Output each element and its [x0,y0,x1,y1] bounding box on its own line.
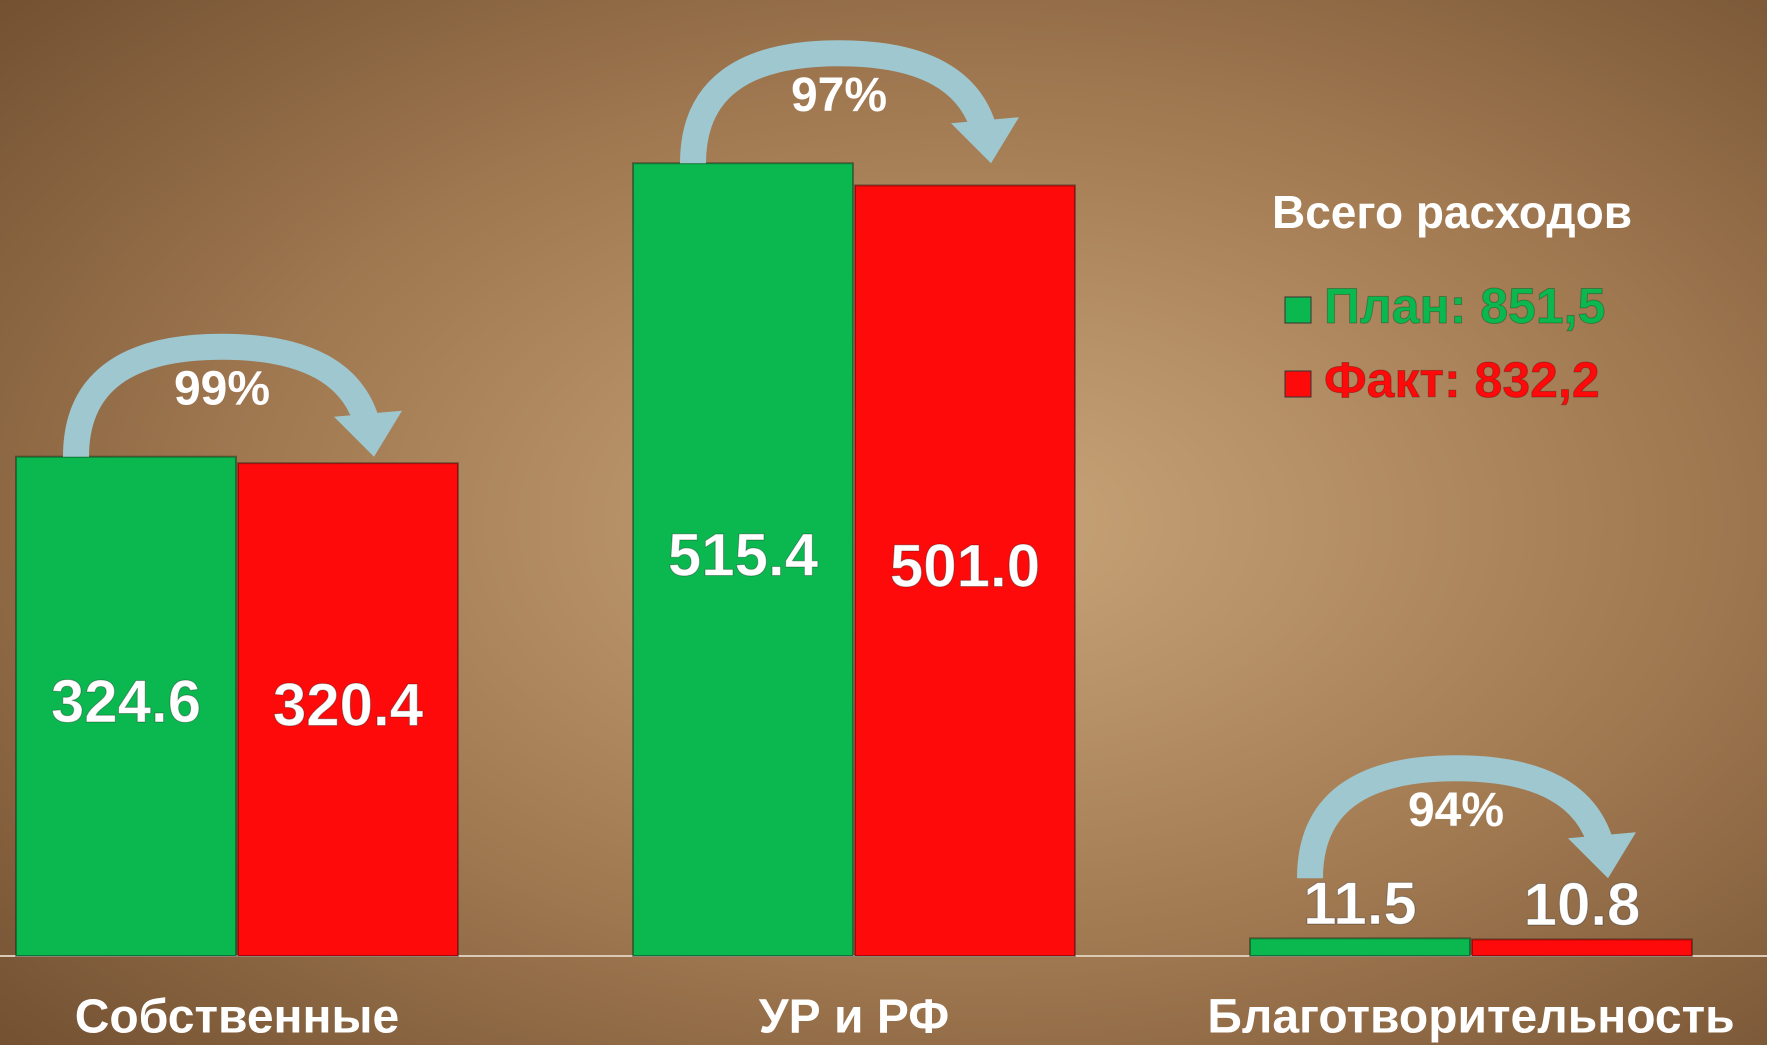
arrow-head [951,117,1019,164]
arrow [63,333,381,458]
bar [1471,938,1693,957]
x-tick-label: Благотворительность [1207,991,1734,1044]
value-label: 320.4 [273,671,424,738]
legend-label: План: 851,5 [1324,278,1605,334]
value-label: 501.0 [890,533,1040,600]
bar [854,184,1076,957]
value-label: 515.4 [668,521,819,588]
arrow-head [334,410,402,457]
arrow-head [1568,832,1636,879]
bar [632,162,854,958]
annotation: 94% [1408,784,1504,837]
arrow [680,40,998,164]
value-label: 324.6 [51,668,201,735]
bar [237,462,459,957]
bar [1249,937,1471,958]
legend-label: Факт: 832,2 [1324,352,1600,408]
legend-swatch [1284,370,1312,398]
legend-swatch [1284,296,1312,324]
arrow [1297,755,1615,879]
x-tick-label: Собственные [75,991,399,1044]
legend-title: Всего расходов [1272,186,1632,238]
value-label: 10.8 [1524,871,1641,938]
annotation: 97% [791,69,887,122]
value-label: 11.5 [1303,870,1416,937]
x-tick-label: УР и РФ [759,991,949,1044]
annotation: 99% [174,362,270,415]
bar [15,455,237,957]
